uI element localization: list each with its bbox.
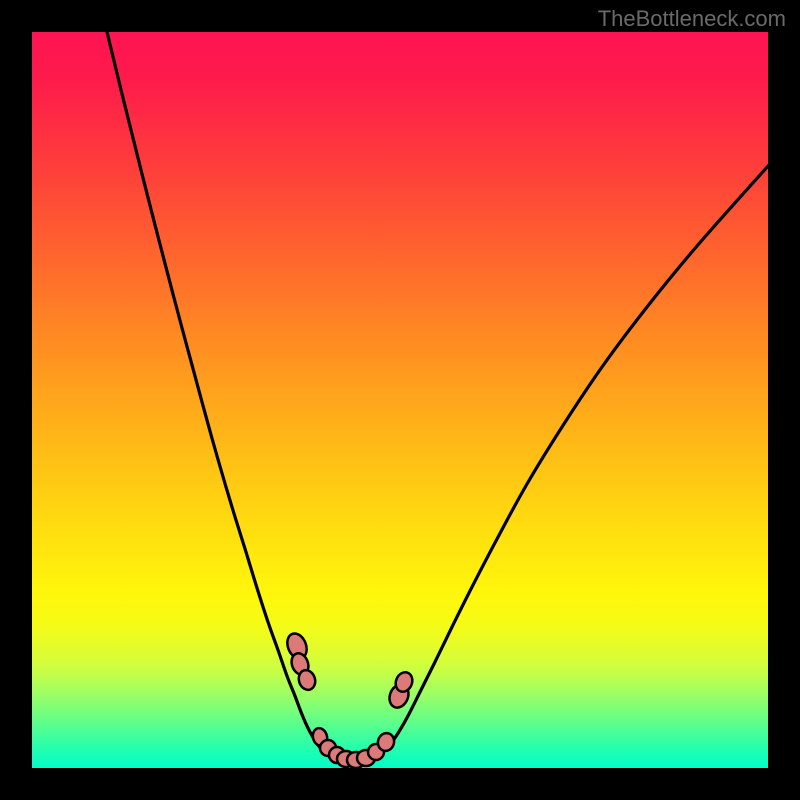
bottleneck-curve-chart	[32, 32, 768, 768]
watermark: TheBottleneck.com	[598, 6, 786, 32]
chart-background	[32, 32, 768, 768]
chart-plot-area	[32, 32, 768, 768]
